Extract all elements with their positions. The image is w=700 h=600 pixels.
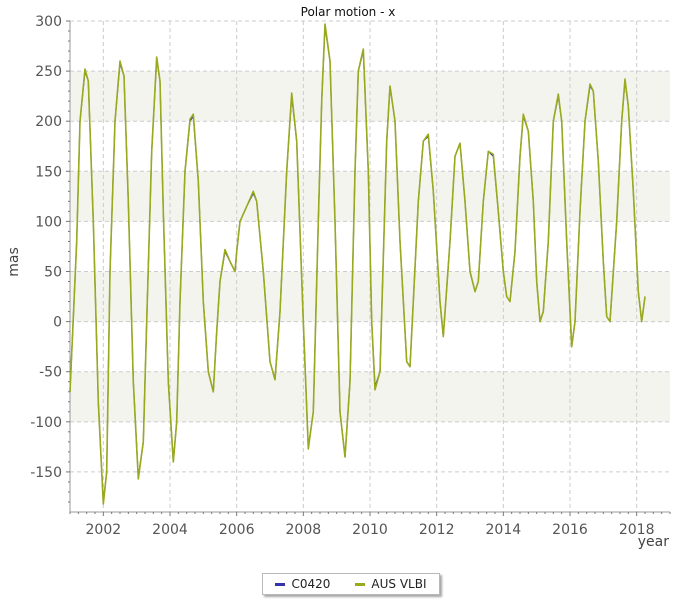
x-tick-label: 2002 [86, 522, 122, 538]
x-tick-label: 2012 [419, 522, 455, 538]
y-tick-label: -100 [30, 415, 62, 431]
y-tick-label: 150 [35, 164, 62, 180]
legend-label-aus-vlbi: AUS VLBI [371, 577, 427, 591]
axes [66, 20, 671, 516]
y-tick-labels: -150 -100 -50 0 50 100 150 200 250 300 [30, 14, 62, 481]
y-tick-label: 300 [35, 14, 62, 30]
legend-item-aus-vlbi: AUS VLBI [355, 577, 426, 591]
y-tick-label: -50 [39, 365, 62, 381]
series-line-aus-vlbi [69, 23, 646, 505]
legend-label-c0420: C0420 [291, 577, 331, 591]
x-tick-labels: 2002 2004 2006 2008 2010 2012 2014 2016 2018 [86, 522, 655, 538]
x-axis-title: year [638, 534, 669, 550]
y-tick-label: 0 [53, 315, 62, 331]
y-tick-label: 200 [35, 114, 62, 130]
legend-item-c0420: C0420 [275, 577, 330, 591]
x-tick-label: 2006 [219, 522, 255, 538]
x-tick-label: 2004 [152, 522, 188, 538]
x-tick-label: 2014 [486, 522, 522, 538]
x-tick-label: 2018 [619, 522, 655, 538]
x-tick-label: 2016 [552, 522, 588, 538]
legend-swatch-c0420 [275, 582, 286, 586]
series-lines [69, 23, 646, 505]
chart-legend: C0420 AUS VLBI [262, 573, 440, 595]
x-tick-label: 2010 [352, 522, 388, 538]
y-tick-label: 50 [44, 265, 62, 281]
y-tick-label: 100 [35, 214, 62, 230]
x-tick-label: 2008 [286, 522, 322, 538]
chart-title: Polar motion - x [301, 5, 396, 19]
y-tick-label: 250 [35, 64, 62, 80]
y-tick-label: -150 [30, 465, 62, 481]
y-axis-title: mas [6, 247, 22, 277]
legend-swatch-aus-vlbi [355, 582, 366, 586]
